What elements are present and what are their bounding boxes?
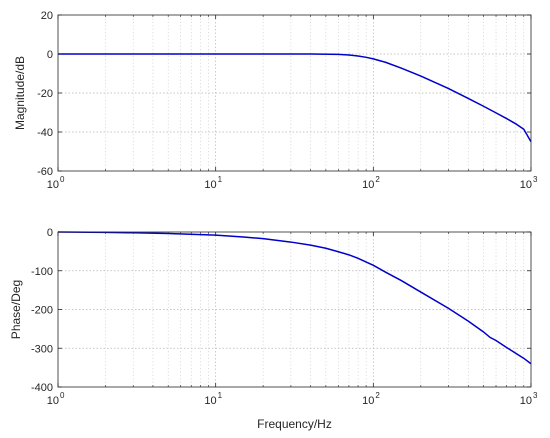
y-tick-label: 0 xyxy=(47,227,53,239)
x-tick-label-base: 10 xyxy=(204,395,216,407)
phase-x-axis-label: Frequency/Hz xyxy=(257,417,332,431)
x-tick-label-base: 10 xyxy=(520,179,532,191)
x-tick-label: 10 0 xyxy=(47,391,65,407)
magnitude-x-tick-labels: 10 0 10 1 10 2 10 3 xyxy=(47,175,538,191)
phase-y-tick-labels: 0 -100 -200 -300 -400 xyxy=(31,227,53,394)
x-tick-label-base: 10 xyxy=(204,179,216,191)
x-tick-label-exponent: 2 xyxy=(375,391,380,400)
x-tick-label: 10 3 xyxy=(520,175,538,191)
x-tick-label-base: 10 xyxy=(520,395,532,407)
y-tick-label: -60 xyxy=(37,166,53,178)
x-tick-label-exponent: 1 xyxy=(218,175,223,184)
phase-plot: 0-100-200-300-400 10 0 10 1 10 2 10 3 Phase/Deg… xyxy=(9,227,538,431)
x-tick-label: 10 0 xyxy=(47,175,65,191)
phase-ticks xyxy=(57,231,532,388)
y-tick-label: 0 xyxy=(47,49,53,61)
x-tick-label-base: 10 xyxy=(47,179,59,191)
x-tick-label-exponent: 0 xyxy=(60,391,65,400)
y-tick-label: -200 xyxy=(31,305,53,317)
x-tick-label-base: 10 xyxy=(47,395,59,407)
y-tick-label: -300 xyxy=(31,343,53,355)
magnitude-ticks xyxy=(57,14,532,172)
x-tick-label: 10 2 xyxy=(362,175,380,191)
x-tick-label-exponent: 1 xyxy=(218,391,223,400)
x-tick-label-exponent: 3 xyxy=(533,391,538,400)
magnitude-line xyxy=(58,53,532,143)
magnitude-minor-grid xyxy=(105,15,525,171)
y-tick-label: -40 xyxy=(37,127,53,139)
y-tick-label: -100 xyxy=(31,266,53,278)
magnitude-y-axis-label: Magnitude/dB xyxy=(13,56,27,130)
phase-line xyxy=(57,231,532,365)
x-tick-label-base: 10 xyxy=(362,395,374,407)
phase-x-tick-labels: 10 0 10 1 10 2 10 3 xyxy=(47,391,538,407)
y-tick-label: 20 xyxy=(41,10,53,22)
x-tick-label-exponent: 3 xyxy=(533,175,538,184)
y-tick-label: -400 xyxy=(31,382,53,394)
magnitude-y-tick-labels: 20 0 -20 -40 -60 xyxy=(37,10,53,178)
x-tick-label-exponent: 2 xyxy=(375,175,380,184)
phase-major-grid xyxy=(58,232,531,387)
x-tick-label: 10 2 xyxy=(362,391,380,407)
x-tick-label: 10 1 xyxy=(204,391,222,407)
phase-y-axis-label: Phase/Deg xyxy=(9,280,23,339)
x-tick-label-base: 10 xyxy=(362,179,374,191)
magnitude-plot: 200-20-40-60 10 0 10 1 10 2 10 3 Magnitude/dB xyxy=(13,10,538,191)
magnitude-major-grid xyxy=(58,15,531,171)
y-tick-label: -20 xyxy=(37,88,53,100)
x-tick-label: 10 3 xyxy=(520,391,538,407)
x-tick-label-exponent: 0 xyxy=(60,175,65,184)
x-tick-label: 10 1 xyxy=(204,175,222,191)
